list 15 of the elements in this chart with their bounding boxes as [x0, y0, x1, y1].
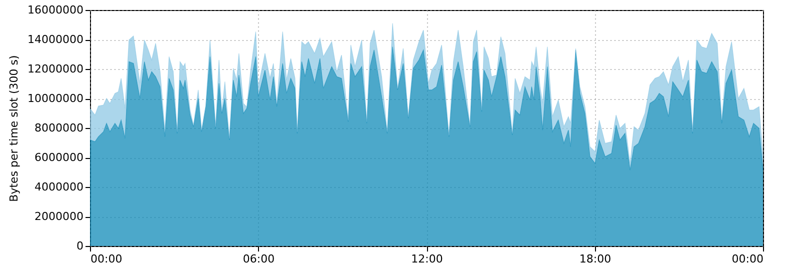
y-tick-label: 4000000 — [34, 180, 84, 194]
y-tick-label: 8000000 — [34, 122, 84, 134]
x-tick-label: 18:00 — [579, 252, 612, 266]
x-tick-label: 06:00 — [242, 252, 275, 266]
x-tick-label: 00:00 — [90, 252, 122, 266]
x-tick-label: 00:00 — [732, 252, 764, 266]
y-tick-label: 0 — [76, 240, 84, 252]
y-tick-label: 16000000 — [28, 4, 84, 16]
y-axis-title: Bytes per time slot (300 s) — [8, 55, 21, 202]
y-tick-label: 14000000 — [28, 33, 84, 46]
y-tick-label: 6000000 — [34, 151, 84, 164]
y-tick-label: 12000000 — [28, 62, 84, 76]
y-tick-label: 10000000 — [28, 92, 84, 105]
x-tick-label: 12:00 — [411, 252, 443, 266]
y-tick-label: 2000000 — [34, 210, 84, 223]
